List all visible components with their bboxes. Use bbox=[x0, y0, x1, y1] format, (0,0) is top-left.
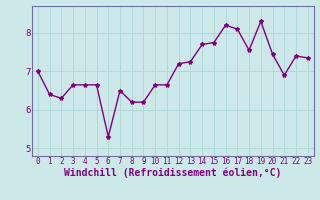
X-axis label: Windchill (Refroidissement éolien,°C): Windchill (Refroidissement éolien,°C) bbox=[64, 168, 282, 178]
